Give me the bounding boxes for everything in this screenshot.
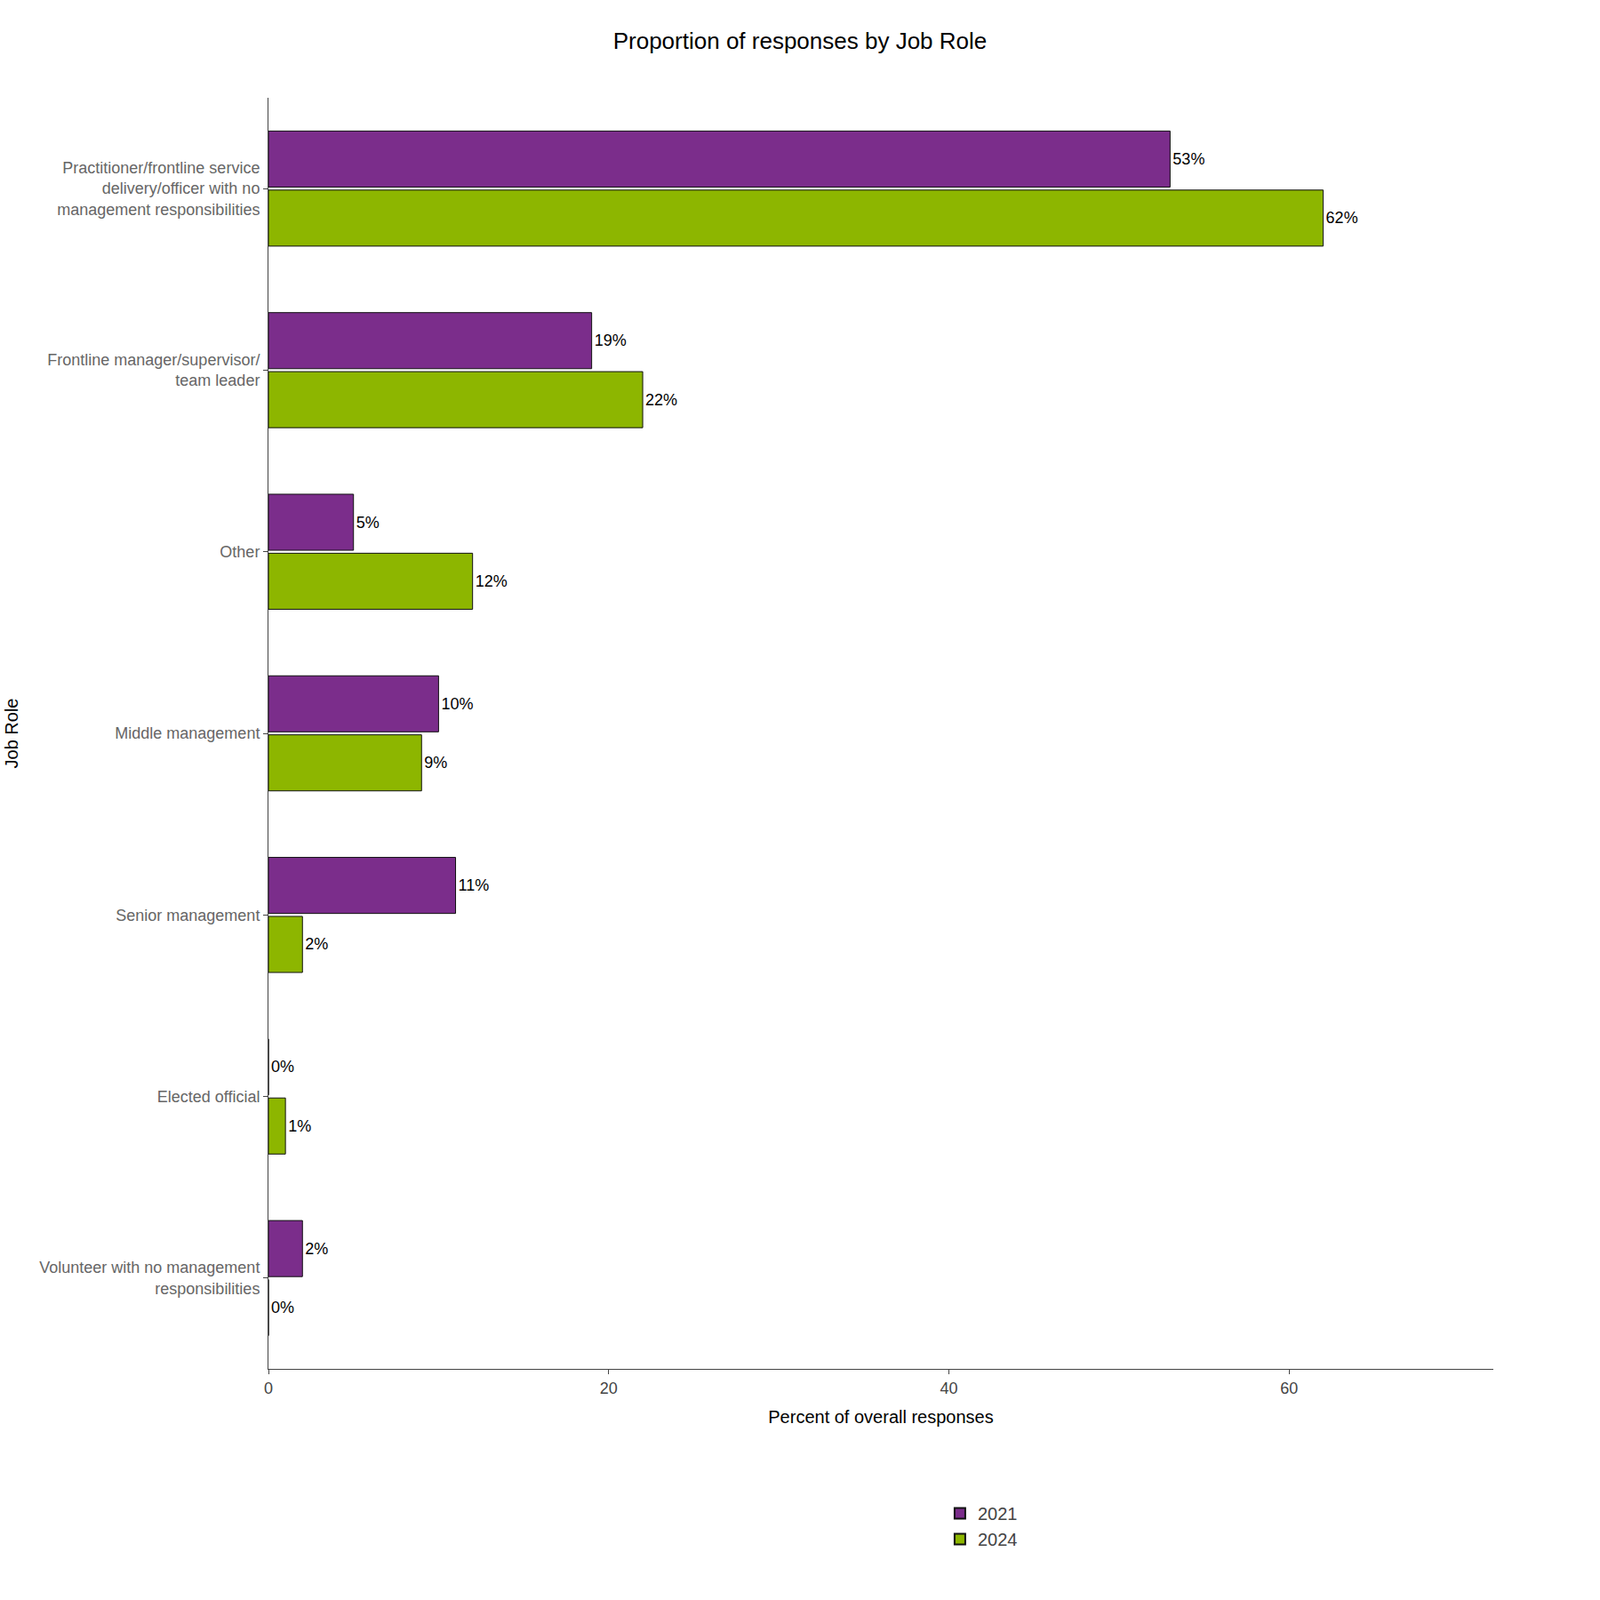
svg-text:40: 40 [940, 1379, 959, 1398]
svg-text:Percent of overall responses: Percent of overall responses [768, 1407, 993, 1427]
svg-text:Proportion of responses by Job: Proportion of responses by Job Role [613, 27, 988, 55]
svg-text:0: 0 [264, 1379, 273, 1398]
svg-text:Middle management: Middle management [114, 724, 260, 743]
svg-text:53%: 53% [1172, 150, 1205, 168]
svg-text:2024: 2024 [977, 1529, 1018, 1550]
svg-text:9%: 9% [424, 753, 448, 772]
svg-text:12%: 12% [475, 572, 508, 591]
svg-text:0%: 0% [271, 1057, 295, 1076]
svg-text:Job Role: Job Role [1, 698, 22, 769]
svg-text:60: 60 [1280, 1379, 1298, 1398]
svg-text:Other: Other [219, 543, 260, 561]
svg-text:5%: 5% [356, 513, 380, 532]
svg-text:1%: 1% [288, 1117, 312, 1136]
svg-text:22%: 22% [645, 391, 678, 409]
svg-text:Volunteer with no managementre: Volunteer with no managementresponsibili… [39, 1258, 260, 1297]
svg-text:19%: 19% [594, 331, 627, 350]
svg-text:62%: 62% [1326, 208, 1359, 227]
svg-text:Frontline manager/supervisor/t: Frontline manager/supervisor/team leader [47, 351, 260, 390]
svg-text:Senior management: Senior management [115, 906, 260, 925]
svg-text:0%: 0% [271, 1298, 295, 1317]
svg-text:20: 20 [600, 1379, 618, 1398]
svg-text:11%: 11% [458, 876, 490, 895]
svg-text:2%: 2% [304, 935, 328, 953]
svg-text:2021: 2021 [977, 1504, 1018, 1524]
svg-text:10%: 10% [440, 695, 473, 713]
svg-text:Elected official: Elected official [157, 1088, 261, 1106]
svg-text:2%: 2% [304, 1240, 328, 1258]
svg-text:Practitioner/frontline service: Practitioner/frontline servicedelivery/o… [56, 159, 260, 219]
